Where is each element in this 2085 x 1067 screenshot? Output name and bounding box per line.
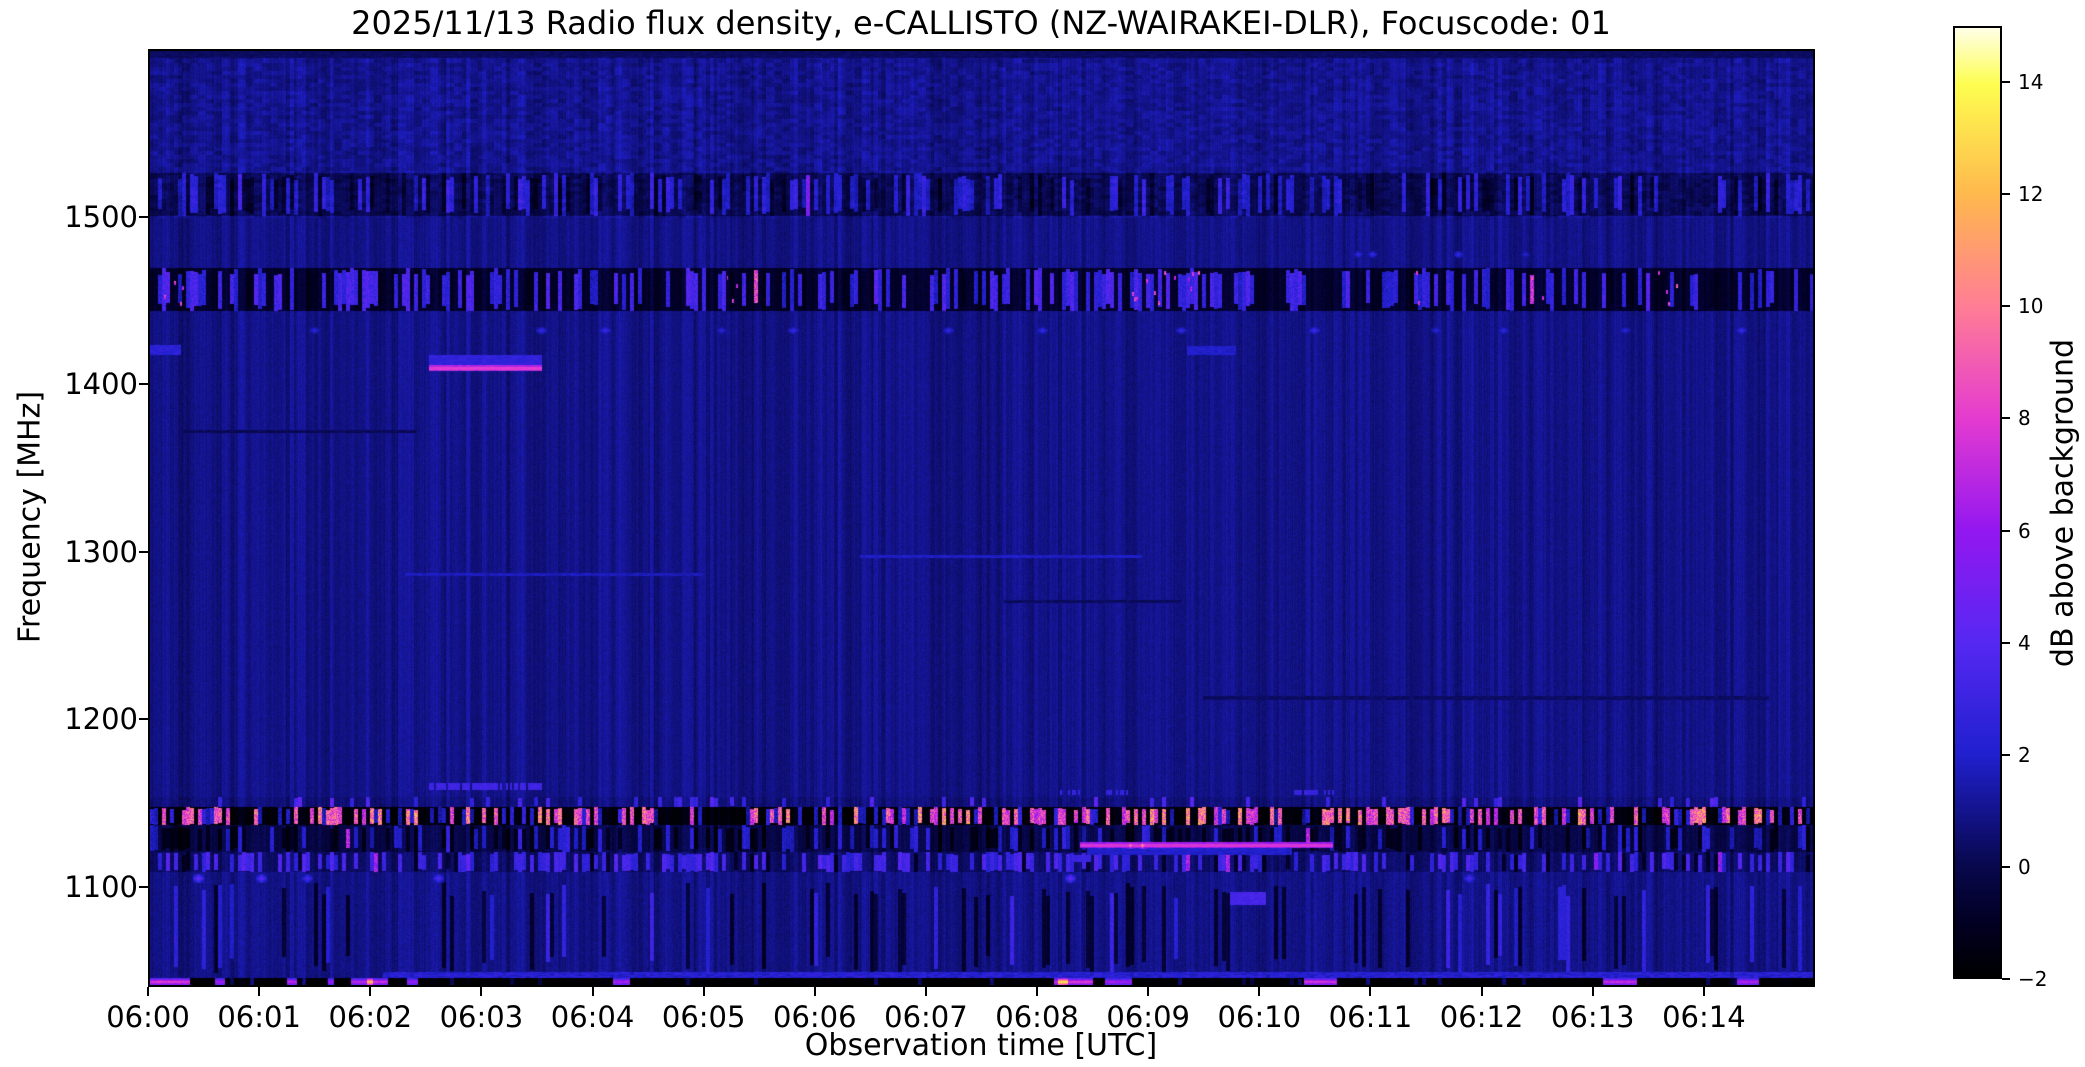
x-tick-label: 06:12 [1439,1000,1524,1034]
y-tick-label: 1200 [64,702,138,736]
x-tick-label: 06:07 [884,1000,968,1034]
y-tick-label: 1400 [64,367,138,401]
y-tick-label: 1300 [64,534,138,569]
x-tick-label: 06:08 [995,1000,1079,1034]
y-tick-mark [139,550,148,553]
y-tick-mark [139,215,148,218]
x-tick-mark [1702,987,1705,996]
colorbar-tick-mark [2002,305,2010,308]
colorbar-tick-mark [2002,81,2010,84]
x-tick-mark [258,987,261,996]
colorbar-tick-label: 4 [2018,630,2031,655]
colorbar-tick-label: −2 [2018,967,2048,991]
x-tick-label: 06:06 [773,1000,857,1034]
x-tick-mark [480,987,483,996]
colorbar-gradient [1953,26,2002,979]
colorbar-tick-mark [2002,529,2010,532]
colorbar-tick-mark [2002,193,2010,196]
x-tick-label: 06:02 [328,1000,413,1034]
x-tick-mark [369,987,372,996]
colorbar-tick-label: 12 [2018,182,2044,207]
y-tick-label: 1500 [64,199,138,234]
x-tick-label: 06:09 [1106,1000,1190,1034]
y-tick-mark [139,718,148,720]
colorbar-tick-mark [2002,417,2010,420]
x-tick-mark [813,987,816,996]
x-tick-label: 06:01 [217,1000,301,1034]
x-axis-label: Observation time [UTC] [804,1028,1158,1063]
x-tick-label: 06:04 [550,1000,635,1034]
x-tick-mark [1369,987,1372,996]
y-tick-label: 1100 [64,869,138,904]
colorbar-tick-mark [2002,753,2010,756]
x-tick-mark [1480,987,1483,996]
x-tick-mark [1591,987,1594,996]
colorbar-label: dB above background [2045,338,2081,668]
colorbar-tick-mark [2002,978,2010,980]
x-tick-mark [147,987,149,996]
y-axis-label: Frequency [MHz] [12,390,48,644]
x-tick-label: 06:03 [439,1000,524,1034]
colorbar-tick-mark [2002,865,2010,868]
colorbar-tick-label: 8 [2018,406,2031,431]
x-tick-label: 06:10 [1217,1000,1302,1034]
colorbar-tick-mark [2002,641,2010,644]
colorbar-tick-label: 0 [2018,854,2031,879]
y-tick-mark [139,885,148,888]
x-tick-label: 06:00 [106,1000,190,1034]
page-title: 2025/11/13 Radio flux density, e-CALLIST… [351,4,1611,42]
x-tick-mark [1036,987,1039,996]
x-tick-mark [702,987,705,996]
x-tick-mark [924,987,927,996]
colorbar-tick-label: 14 [2018,70,2044,95]
spectrogram-canvas [150,51,1813,985]
x-tick-label: 06:05 [661,1000,746,1034]
colorbar-tick-label: 6 [2018,518,2031,543]
spectrogram-plot [148,49,1815,987]
x-tick-mark [591,987,594,996]
x-tick-label: 06:13 [1550,1000,1635,1034]
colorbar-tick-label: 10 [2018,294,2044,319]
x-tick-label: 06:14 [1662,1000,1746,1034]
x-tick-mark [1147,987,1150,996]
x-tick-mark [1258,987,1261,996]
colorbar-tick-label: 2 [2018,742,2031,767]
y-tick-mark [139,383,148,385]
x-tick-label: 06:11 [1328,1000,1413,1034]
